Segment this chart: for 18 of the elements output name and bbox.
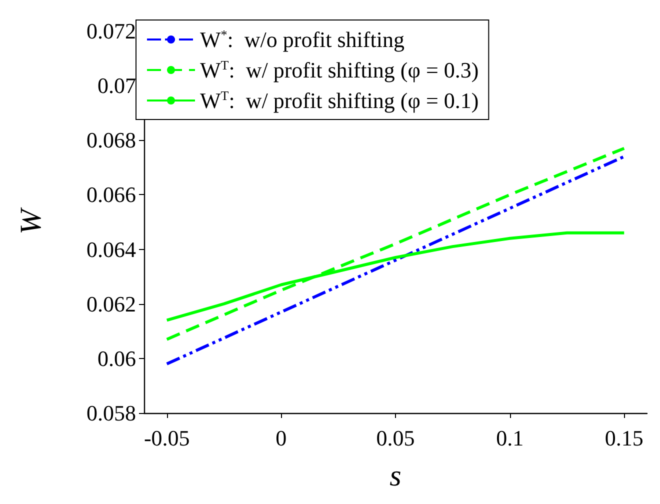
x-tick-label: 0 [276, 426, 287, 450]
y-tick-label: 0.066 [86, 182, 136, 208]
y-tick-label: 0.062 [86, 291, 136, 316]
x-tick-label: 0.15 [604, 426, 644, 450]
line-series [165, 146, 626, 341]
y-axis-title: W [14, 206, 48, 234]
y-tick-label: 0.068 [86, 128, 136, 153]
y-tick-label: 0.072 [86, 18, 136, 44]
y-tick-label: 0.064 [86, 236, 136, 262]
y-tick-label: 0.058 [86, 400, 136, 426]
line-series [165, 155, 626, 366]
x-tick-label: 0.1 [496, 426, 524, 450]
y-tick-label: 0.06 [98, 346, 136, 371]
y-tick-label: 0.07 [98, 73, 136, 98]
x-tick-label: 0.05 [376, 426, 415, 450]
x-axis-title: s [390, 460, 402, 492]
legend-label: W*: w/o profit shifting [200, 27, 404, 52]
x-tick-label: -0.05 [144, 426, 190, 450]
